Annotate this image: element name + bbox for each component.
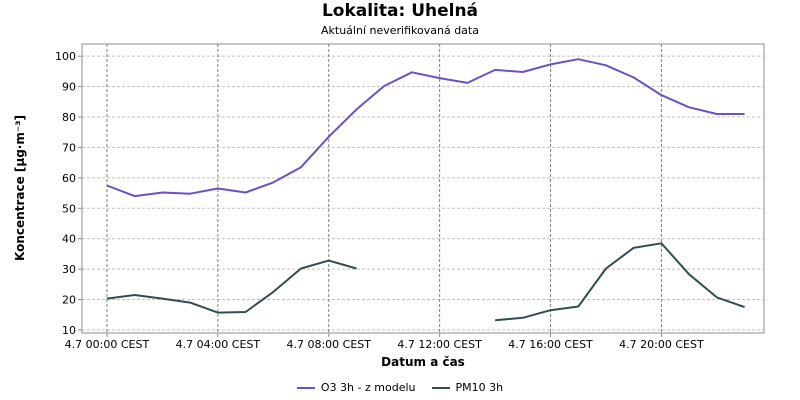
y-tick-label: 90 — [62, 81, 76, 94]
legend-swatch-o3 — [296, 386, 315, 389]
legend-label-pm10: PM10 3h — [455, 381, 504, 394]
x-tick-label: 4.7 00:00 CEST — [65, 338, 150, 351]
y-tick-label: 80 — [62, 111, 76, 124]
grid-lines — [82, 44, 764, 333]
y-axis-label: Koncentrace [µg·m⁻³] — [13, 115, 27, 261]
series-line-o3 — [106, 58, 745, 198]
x-tick-label: 4.7 20:00 CEST — [619, 338, 704, 351]
axes: 10 20 30 40 50 60 70 80 90 100 4.7 00:00 CEST 4.7 0… — [55, 50, 704, 351]
series-layer — [106, 58, 745, 322]
y-tick-label: 70 — [62, 141, 76, 154]
chart-title: Lokalita: Uhelná — [321, 1, 479, 21]
series-line-pm10 — [495, 242, 745, 322]
y-tick-label: 60 — [62, 172, 76, 185]
series-pm10 — [106, 242, 745, 322]
legend-swatch-pm10 — [431, 386, 450, 389]
y-tick-label: 100 — [55, 50, 76, 63]
y-tick-label: 10 — [62, 324, 76, 337]
y-tick-label: 40 — [62, 233, 76, 246]
legend-item-o3: O3 3h - z modelu — [296, 381, 416, 394]
x-tick-label: 4.7 16:00 CEST — [508, 338, 593, 351]
x-axis-label: Datum a čas — [381, 355, 465, 369]
x-tick-label: 4.7 04:00 CEST — [176, 338, 261, 351]
chart-subtitle: Aktuální neverifikovaná data — [321, 24, 479, 37]
y-tick-label: 50 — [62, 202, 76, 215]
series-o3 — [106, 58, 745, 198]
x-tick-label: 4.7 08:00 CEST — [286, 338, 371, 351]
legend-item-pm10: PM10 3h — [431, 381, 504, 394]
plot-area — [81, 43, 765, 334]
legend-label-o3: O3 3h - z modelu — [320, 381, 416, 394]
series-line-pm10 — [106, 259, 357, 314]
legend: O3 3h - z modelu PM10 3h — [0, 381, 800, 394]
x-tick-label: 4.7 12:00 CEST — [397, 338, 482, 351]
y-tick-label: 30 — [62, 263, 76, 276]
y-tick-label: 20 — [62, 294, 76, 307]
